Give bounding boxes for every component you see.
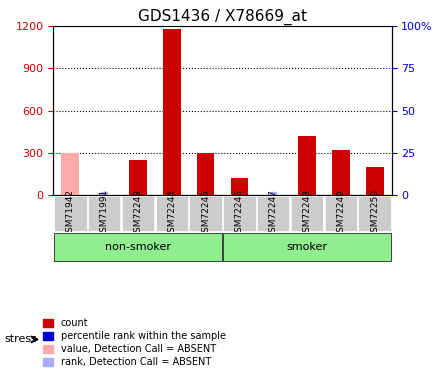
Text: non-smoker: non-smoker [105,242,171,252]
Bar [163,29,181,195]
Bar [61,153,79,195]
Text: GSM72247: GSM72247 [269,189,278,238]
FancyBboxPatch shape [54,233,222,261]
Text: GSM72249: GSM72249 [336,189,345,238]
Bar [129,160,147,195]
FancyBboxPatch shape [325,196,357,231]
FancyBboxPatch shape [257,196,289,231]
Text: stress: stress [4,334,37,344]
FancyBboxPatch shape [223,196,255,231]
Text: GSM72245: GSM72245 [201,189,210,238]
Text: smoker: smoker [287,242,328,252]
Text: GSM72243: GSM72243 [134,189,142,238]
FancyBboxPatch shape [223,233,391,261]
Bar [197,153,214,195]
Title: GDS1436 / X78669_at: GDS1436 / X78669_at [138,9,307,25]
Text: GSM72248: GSM72248 [303,189,312,238]
FancyBboxPatch shape [291,196,323,231]
Text: GSM71991: GSM71991 [100,189,109,238]
Bar [298,136,316,195]
Bar [231,178,248,195]
Bar [332,150,350,195]
Legend: count, percentile rank within the sample, value, Detection Call = ABSENT, rank, : count, percentile rank within the sample… [40,315,229,370]
Text: GSM72244: GSM72244 [167,189,176,238]
FancyBboxPatch shape [156,196,188,231]
FancyBboxPatch shape [190,196,222,231]
Bar [366,167,384,195]
FancyBboxPatch shape [122,196,154,231]
Text: GSM72250: GSM72250 [370,189,379,238]
Text: GSM72246: GSM72246 [235,189,244,238]
Text: GSM71942: GSM71942 [66,189,75,238]
FancyBboxPatch shape [88,196,120,231]
FancyBboxPatch shape [54,196,86,231]
FancyBboxPatch shape [359,196,391,231]
